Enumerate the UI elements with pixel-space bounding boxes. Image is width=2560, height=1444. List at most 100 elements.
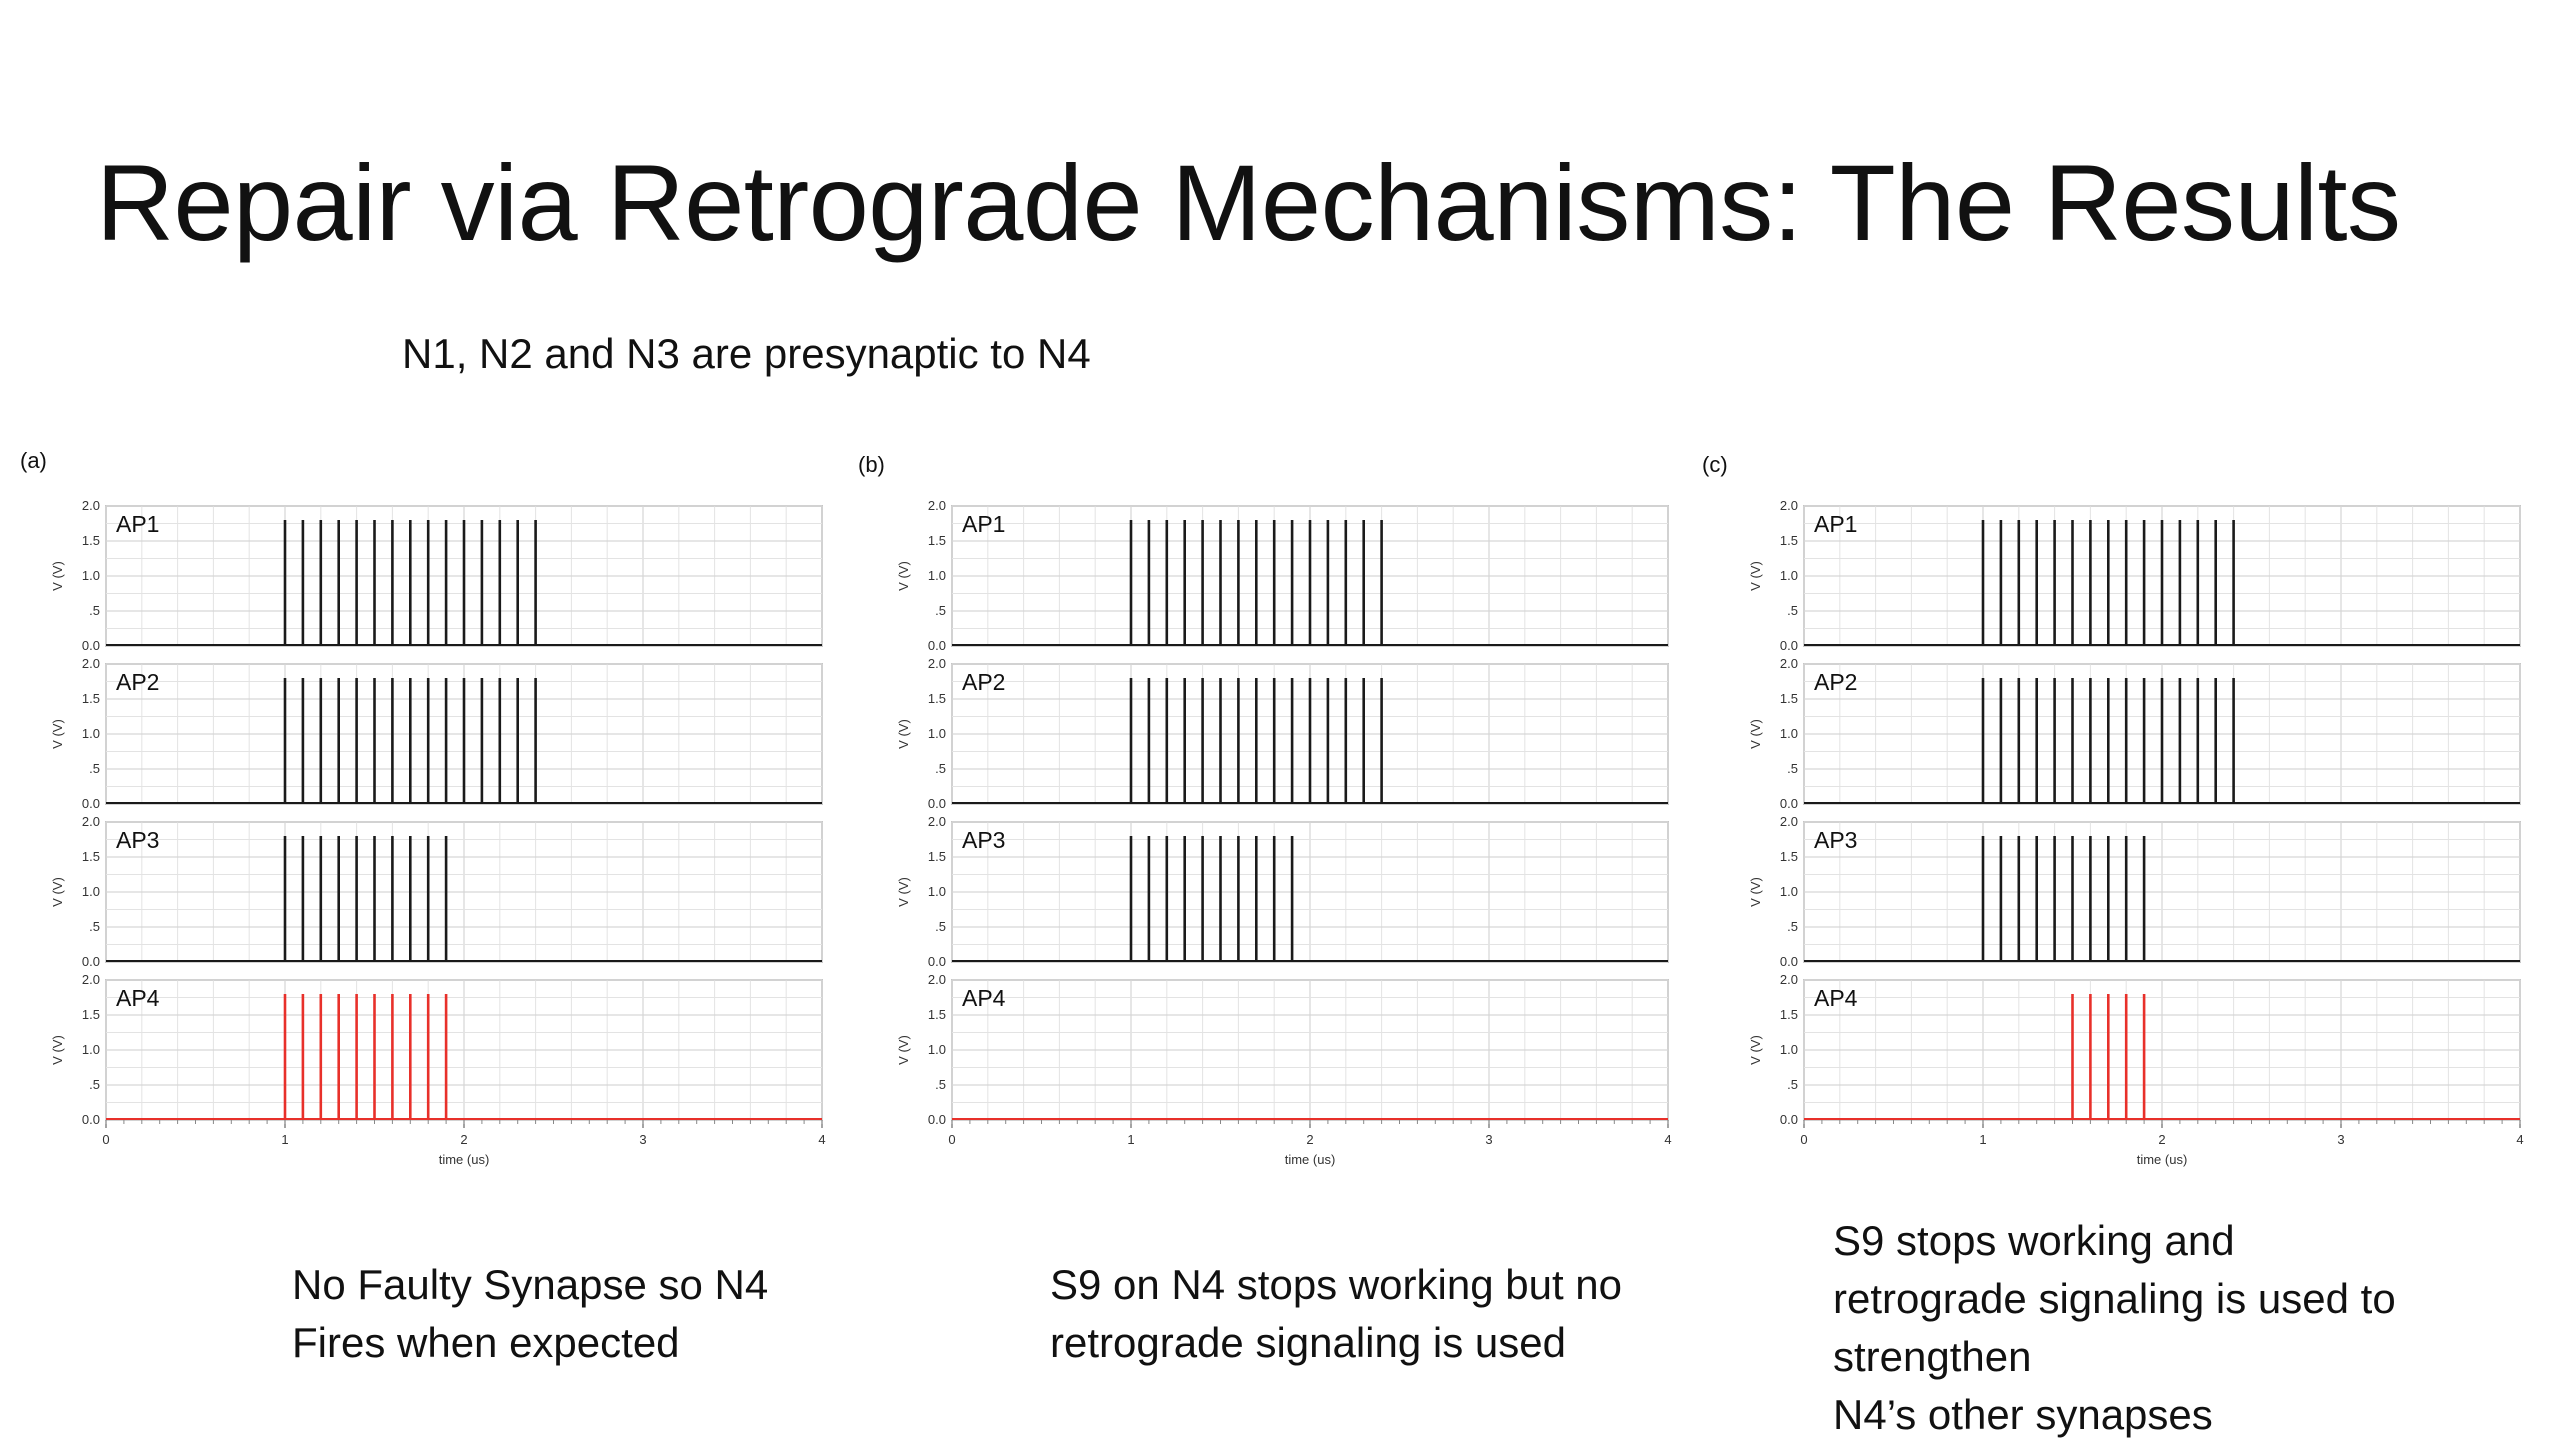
y-tick-label: 1.0 (928, 568, 946, 583)
x-axis-title: time (us) (1285, 1152, 1336, 1167)
y-tick-label: 0.0 (1780, 954, 1798, 969)
y-tick-label: 1.0 (82, 568, 100, 583)
slide-title: Repair via Retrograde Mechanisms: The Re… (96, 142, 2401, 263)
y-tick-label: 2.0 (928, 656, 946, 671)
y-tick-label: 2.0 (1780, 972, 1798, 987)
y-tick-label: 2.0 (82, 656, 100, 671)
y-tick-label: 0.0 (928, 796, 946, 811)
caption-b: S9 on N4 stops working but no retrograde… (1050, 1256, 1622, 1372)
y-tick-label: .5 (89, 1077, 100, 1092)
subplot-ap4: 0.0 .5 1.0 1.5 2.0 V (V) AP4 (1748, 972, 2521, 1127)
x-tick-label: 2 (460, 1132, 467, 1147)
y-tick-label: 1.0 (1780, 568, 1798, 583)
y-tick-label: 1.5 (1780, 1007, 1798, 1022)
x-tick-label: 1 (1127, 1132, 1134, 1147)
y-axis-title: V (V) (1748, 1035, 1763, 1065)
y-axis-title: V (V) (896, 561, 911, 591)
y-axis-title: V (V) (896, 1035, 911, 1065)
y-tick-label: 1.0 (82, 1042, 100, 1057)
trace-label: AP3 (962, 827, 1005, 853)
y-axis-title: V (V) (1748, 877, 1763, 907)
x-tick-label: 3 (1485, 1132, 1492, 1147)
y-axis-title: V (V) (50, 719, 65, 749)
y-tick-label: 1.5 (928, 1007, 946, 1022)
y-tick-label: 2.0 (928, 972, 946, 987)
y-tick-label: 0.0 (928, 638, 946, 653)
y-tick-label: .5 (935, 603, 946, 618)
y-tick-label: 1.5 (82, 533, 100, 548)
y-tick-label: 2.0 (82, 498, 100, 513)
caption-c-line-3: strengthen (1833, 1333, 2032, 1380)
y-tick-label: 0.0 (82, 1112, 100, 1127)
y-axis-title: V (V) (50, 1035, 65, 1065)
y-tick-label: 0.0 (1780, 638, 1798, 653)
y-tick-label: 1.5 (1780, 533, 1798, 548)
x-tick-label: 3 (2337, 1132, 2344, 1147)
y-tick-label: 1.0 (1780, 884, 1798, 899)
y-tick-label: 1.0 (928, 884, 946, 899)
y-tick-label: 0.0 (928, 1112, 946, 1127)
y-tick-label: .5 (935, 761, 946, 776)
y-tick-label: .5 (1787, 919, 1798, 934)
subplot-ap3: 0.0 .5 1.0 1.5 2.0 V (V) AP3 (1748, 814, 2521, 969)
trace-label: AP1 (962, 511, 1005, 537)
caption-a-line-1: No Faulty Synapse so N4 (292, 1261, 769, 1308)
y-tick-label: 1.0 (1780, 1042, 1798, 1057)
y-tick-label: 2.0 (1780, 498, 1798, 513)
y-tick-label: 1.5 (928, 849, 946, 864)
y-tick-label: 2.0 (928, 814, 946, 829)
caption-c-line-1: S9 stops working and (1833, 1217, 2235, 1264)
y-tick-label: 0.0 (1780, 1112, 1798, 1127)
x-tick-label: 4 (1664, 1132, 1671, 1147)
x-axis-title: time (us) (439, 1152, 490, 1167)
trace-label: AP1 (1814, 511, 1857, 537)
y-axis-title: V (V) (896, 877, 911, 907)
y-axis-title: V (V) (1748, 719, 1763, 749)
x-tick-label: 0 (948, 1132, 955, 1147)
y-tick-label: .5 (1787, 603, 1798, 618)
y-tick-label: .5 (89, 761, 100, 776)
panel-label-c: (c) (1702, 452, 1728, 477)
trace-label: AP3 (1814, 827, 1857, 853)
y-tick-label: .5 (935, 919, 946, 934)
y-axis-title: V (V) (896, 719, 911, 749)
y-axis-title: V (V) (50, 561, 65, 591)
y-tick-label: 1.5 (928, 691, 946, 706)
y-tick-label: 0.0 (82, 954, 100, 969)
subplot-ap4: 0.0 .5 1.0 1.5 2.0 V (V) AP4 (896, 972, 1669, 1127)
caption-b-line-2: retrograde signaling is used (1050, 1319, 1566, 1366)
trace-label: AP2 (116, 669, 159, 695)
y-tick-label: 1.5 (1780, 691, 1798, 706)
subplot-ap2: 0.0 .5 1.0 1.5 2.0 V (V) AP2 (896, 656, 1669, 811)
subplot-ap4: 0.0 .5 1.0 1.5 2.0 V (V) AP4 (50, 972, 823, 1127)
x-tick-label: 2 (1306, 1132, 1313, 1147)
y-tick-label: .5 (1787, 761, 1798, 776)
x-tick-label: 0 (1800, 1132, 1807, 1147)
y-tick-label: 1.0 (928, 726, 946, 741)
x-tick-label: 2 (2158, 1132, 2165, 1147)
x-tick-label: 1 (281, 1132, 288, 1147)
y-tick-label: 1.0 (82, 726, 100, 741)
x-tick-label: 1 (1979, 1132, 1986, 1147)
x-tick-label: 3 (639, 1132, 646, 1147)
x-tick-label: 4 (2516, 1132, 2523, 1147)
trace-label: AP1 (116, 511, 159, 537)
subplot-ap3: 0.0 .5 1.0 1.5 2.0 V (V) AP3 (896, 814, 1669, 969)
y-tick-label: .5 (89, 919, 100, 934)
trace-label: AP3 (116, 827, 159, 853)
x-tick-label: 4 (818, 1132, 825, 1147)
y-tick-label: 0.0 (82, 796, 100, 811)
subplot-ap1: 0.0 .5 1.0 1.5 2.0 V (V) AP1 (896, 498, 1669, 653)
y-tick-label: 0.0 (1780, 796, 1798, 811)
x-tick-label: 0 (102, 1132, 109, 1147)
y-tick-label: 1.5 (82, 1007, 100, 1022)
y-tick-label: 0.0 (928, 954, 946, 969)
caption-c-line-4: N4’s other synapses (1833, 1391, 2213, 1438)
y-axis-title: V (V) (50, 877, 65, 907)
slide-subtitle: N1, N2 and N3 are presynaptic to N4 (402, 330, 1091, 377)
y-axis-title: V (V) (1748, 561, 1763, 591)
subplot-ap1: 0.0 .5 1.0 1.5 2.0 V (V) AP1 (50, 498, 823, 653)
